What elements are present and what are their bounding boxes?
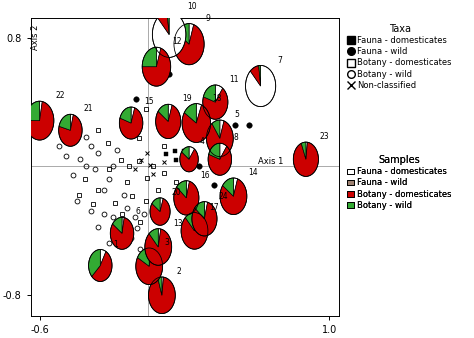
Polygon shape bbox=[220, 143, 227, 159]
Polygon shape bbox=[59, 115, 82, 146]
Polygon shape bbox=[26, 101, 54, 140]
Polygon shape bbox=[177, 24, 189, 44]
Text: 7: 7 bbox=[277, 56, 282, 65]
Text: 22: 22 bbox=[55, 91, 65, 100]
Legend: Fauna - domesticates, Fauna - wild, Botany - domesticates, Botany - wild: Fauna - domesticates, Fauna - wild, Bota… bbox=[346, 153, 454, 211]
Text: 6: 6 bbox=[135, 208, 140, 216]
Text: 9: 9 bbox=[206, 14, 210, 23]
Polygon shape bbox=[148, 277, 175, 314]
Polygon shape bbox=[250, 66, 261, 86]
Text: 3: 3 bbox=[164, 238, 169, 247]
Polygon shape bbox=[150, 198, 170, 225]
Text: 5: 5 bbox=[235, 110, 239, 119]
Polygon shape bbox=[142, 47, 156, 67]
Text: 10: 10 bbox=[187, 2, 197, 11]
Polygon shape bbox=[203, 88, 228, 119]
Text: 15: 15 bbox=[144, 97, 154, 106]
Polygon shape bbox=[155, 105, 181, 139]
Polygon shape bbox=[293, 142, 319, 176]
Polygon shape bbox=[160, 198, 163, 212]
Polygon shape bbox=[152, 198, 160, 212]
Text: 16: 16 bbox=[201, 171, 210, 180]
Polygon shape bbox=[158, 104, 168, 121]
Polygon shape bbox=[137, 248, 149, 266]
Text: 13: 13 bbox=[173, 219, 183, 228]
Polygon shape bbox=[100, 249, 106, 265]
Polygon shape bbox=[306, 142, 308, 159]
Polygon shape bbox=[162, 277, 164, 295]
Polygon shape bbox=[192, 202, 217, 236]
Polygon shape bbox=[209, 143, 220, 159]
Polygon shape bbox=[246, 66, 276, 106]
Polygon shape bbox=[181, 213, 208, 249]
Polygon shape bbox=[186, 181, 190, 198]
Polygon shape bbox=[167, 11, 169, 34]
Polygon shape bbox=[174, 181, 199, 215]
Text: 18: 18 bbox=[212, 94, 221, 103]
Polygon shape bbox=[158, 229, 161, 247]
Polygon shape bbox=[26, 101, 40, 121]
Text: 21: 21 bbox=[83, 104, 93, 114]
Polygon shape bbox=[136, 248, 163, 285]
Polygon shape bbox=[59, 114, 71, 130]
Text: Axis 1: Axis 1 bbox=[258, 157, 284, 166]
Text: 23: 23 bbox=[320, 132, 329, 141]
Text: 2: 2 bbox=[177, 267, 182, 276]
Polygon shape bbox=[142, 48, 171, 86]
Polygon shape bbox=[119, 108, 143, 139]
Polygon shape bbox=[120, 107, 131, 123]
Polygon shape bbox=[122, 217, 124, 233]
Polygon shape bbox=[220, 179, 247, 215]
Text: 8: 8 bbox=[233, 134, 238, 142]
Polygon shape bbox=[184, 103, 196, 123]
Polygon shape bbox=[189, 147, 194, 159]
Polygon shape bbox=[195, 202, 204, 219]
Polygon shape bbox=[223, 178, 233, 196]
Text: 4: 4 bbox=[200, 137, 205, 146]
Polygon shape bbox=[185, 213, 194, 231]
Text: 20: 20 bbox=[172, 188, 181, 197]
Polygon shape bbox=[156, 47, 161, 67]
Polygon shape bbox=[196, 103, 201, 123]
Polygon shape bbox=[71, 114, 73, 130]
Polygon shape bbox=[149, 229, 158, 247]
Polygon shape bbox=[204, 202, 208, 219]
Polygon shape bbox=[194, 213, 197, 231]
Polygon shape bbox=[207, 121, 233, 156]
Text: 11: 11 bbox=[229, 75, 239, 84]
Text: 1: 1 bbox=[113, 240, 118, 249]
Polygon shape bbox=[40, 101, 42, 121]
Text: 24: 24 bbox=[219, 192, 228, 201]
Polygon shape bbox=[174, 25, 204, 65]
Polygon shape bbox=[301, 142, 306, 159]
Polygon shape bbox=[182, 147, 189, 159]
Polygon shape bbox=[158, 12, 169, 34]
Polygon shape bbox=[92, 251, 112, 282]
Polygon shape bbox=[112, 217, 122, 233]
Polygon shape bbox=[220, 120, 224, 138]
Polygon shape bbox=[203, 85, 215, 102]
Polygon shape bbox=[212, 120, 220, 138]
Polygon shape bbox=[152, 11, 186, 57]
Text: Axis 2: Axis 2 bbox=[30, 24, 39, 50]
Text: 19: 19 bbox=[182, 94, 192, 103]
Polygon shape bbox=[145, 229, 172, 265]
Polygon shape bbox=[259, 66, 261, 86]
Polygon shape bbox=[208, 146, 232, 175]
Polygon shape bbox=[182, 105, 210, 143]
Polygon shape bbox=[180, 149, 198, 172]
Polygon shape bbox=[215, 85, 223, 102]
Polygon shape bbox=[177, 181, 186, 198]
Polygon shape bbox=[233, 178, 237, 196]
Polygon shape bbox=[189, 24, 194, 44]
Polygon shape bbox=[110, 218, 134, 249]
Text: 14: 14 bbox=[248, 168, 258, 177]
Text: 17: 17 bbox=[210, 203, 219, 212]
Text: 12: 12 bbox=[172, 38, 182, 46]
Polygon shape bbox=[131, 107, 135, 123]
Polygon shape bbox=[149, 248, 152, 266]
Polygon shape bbox=[158, 277, 162, 295]
Polygon shape bbox=[168, 104, 172, 121]
Polygon shape bbox=[89, 249, 100, 276]
